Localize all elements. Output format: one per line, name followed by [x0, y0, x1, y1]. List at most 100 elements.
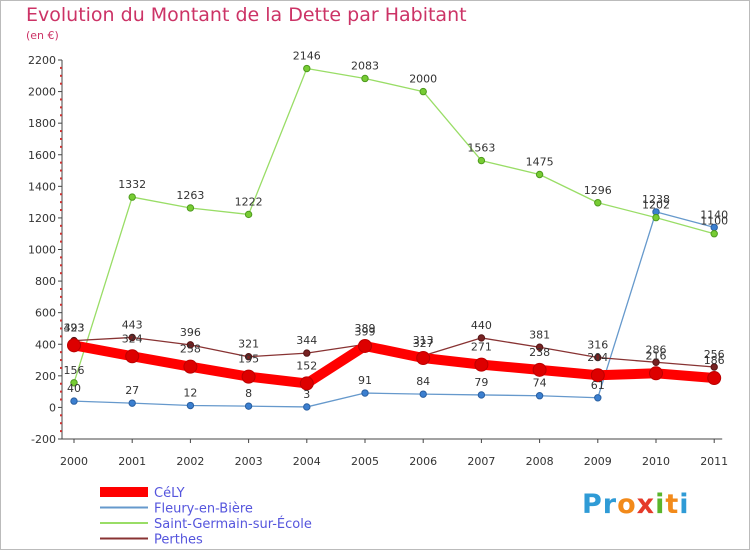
- series-line-2: [73, 67, 715, 384]
- y-minor-tick: [60, 390, 62, 393]
- legend-label: Saint-Germain-sur-École: [154, 516, 312, 532]
- data-point: [707, 371, 722, 386]
- y-minor-tick: [60, 430, 62, 433]
- y-tick-label: 1200: [28, 212, 56, 225]
- data-label: 40: [67, 382, 81, 395]
- data-label: 1563: [467, 142, 495, 155]
- data-point: [186, 204, 195, 212]
- data-label: 344: [296, 334, 317, 347]
- data-label: 1202: [642, 199, 670, 212]
- data-point: [183, 359, 198, 374]
- data-point: [128, 193, 136, 201]
- data-label: 2146: [293, 50, 321, 63]
- data-label: 8: [245, 387, 252, 400]
- data-label: 27: [125, 384, 139, 397]
- data-point: [361, 389, 369, 397]
- data-point: [186, 401, 195, 410]
- x-tick-label: 2000: [60, 455, 88, 468]
- data-point: [532, 362, 547, 377]
- data-label: 195: [238, 353, 259, 366]
- data-point: [419, 87, 427, 96]
- x-tick-label: 2009: [584, 455, 612, 468]
- data-point: [594, 199, 602, 207]
- x-tick-label: 2006: [409, 455, 437, 468]
- data-point: [535, 170, 544, 179]
- y-minor-tick: [60, 106, 62, 109]
- data-point: [244, 210, 253, 219]
- data-point: [299, 376, 314, 391]
- x-tick-label: 2011: [700, 455, 728, 468]
- data-label: 2000: [409, 73, 437, 86]
- data-label: 12: [183, 387, 197, 400]
- y-tick-label: 600: [35, 307, 56, 320]
- data-label: 1140: [700, 208, 728, 221]
- data-point: [419, 390, 427, 398]
- data-point: [361, 74, 369, 83]
- data-label: 204: [587, 351, 608, 364]
- data-label: 91: [358, 374, 372, 387]
- data-point: [241, 369, 256, 384]
- y-minor-tick: [60, 177, 62, 180]
- legend: CéLYFleury-en-BièreSaint-Germain-sur-Éco…: [100, 486, 312, 548]
- chart-subtitle: (en €): [26, 29, 59, 42]
- y-minor-tick: [60, 295, 62, 298]
- legend-label: Perthes: [154, 533, 203, 548]
- data-label: 286: [646, 343, 667, 356]
- data-point: [594, 353, 602, 362]
- x-tick-label: 2004: [293, 455, 321, 468]
- data-point: [303, 403, 311, 411]
- chart-title: Evolution du Montant de la Dette par Hab…: [26, 4, 467, 26]
- y-minor-tick: [60, 327, 62, 330]
- data-point: [416, 350, 431, 365]
- y-minor-tick: [60, 201, 62, 204]
- data-point: [128, 399, 136, 407]
- data-label: 389: [355, 322, 376, 335]
- data-point: [128, 333, 136, 342]
- data-point: [358, 338, 372, 353]
- data-label: 1332: [118, 178, 146, 191]
- y-tick-label: 2000: [28, 86, 56, 99]
- data-label: 1100: [700, 215, 728, 228]
- y-minor-tick: [60, 335, 62, 338]
- y-minor-tick: [60, 74, 62, 77]
- y-minor-tick: [60, 145, 62, 148]
- data-point: [244, 402, 253, 410]
- axes: -200 0 200 400 600 800 1000 1200 1400 1600 1800 200…: [28, 54, 728, 468]
- data-point: [477, 156, 486, 165]
- logo-part: x: [636, 489, 656, 520]
- x-tick-label: 2010: [642, 455, 670, 468]
- legend-label: Fleury-en-Bière: [154, 502, 253, 517]
- y-minor-tick: [60, 422, 62, 425]
- y-minor-tick: [60, 398, 62, 401]
- data-label: 443: [122, 318, 143, 331]
- data-label: 381: [529, 328, 550, 341]
- logo-part: o: [617, 489, 637, 520]
- data-label: 256: [704, 348, 725, 361]
- series-layer: [67, 64, 722, 411]
- y-minor-tick: [60, 130, 62, 133]
- data-label: 423: [64, 322, 85, 335]
- y-minor-tick: [60, 240, 62, 243]
- data-label: 396: [180, 326, 201, 339]
- y-tick-label: 1400: [28, 180, 56, 193]
- data-point: [535, 343, 544, 351]
- y-minor-tick: [60, 224, 62, 227]
- y-tick-label: 1600: [28, 149, 56, 162]
- data-label: 1238: [642, 193, 670, 206]
- data-point: [244, 353, 253, 361]
- y-minor-tick: [60, 351, 62, 354]
- data-label: 61: [591, 379, 605, 392]
- data-label: 156: [64, 364, 85, 377]
- data-label: 152: [296, 359, 317, 372]
- data-label: 327: [413, 337, 434, 350]
- y-minor-tick: [60, 82, 62, 85]
- data-label: 3: [303, 388, 310, 401]
- y-tick-label: 400: [35, 338, 56, 351]
- data-point: [67, 338, 81, 353]
- y-minor-tick: [60, 98, 62, 101]
- data-point: [710, 363, 718, 371]
- y-minor-tick: [60, 114, 62, 117]
- data-point: [70, 379, 78, 387]
- x-tick-label: 2007: [467, 455, 495, 468]
